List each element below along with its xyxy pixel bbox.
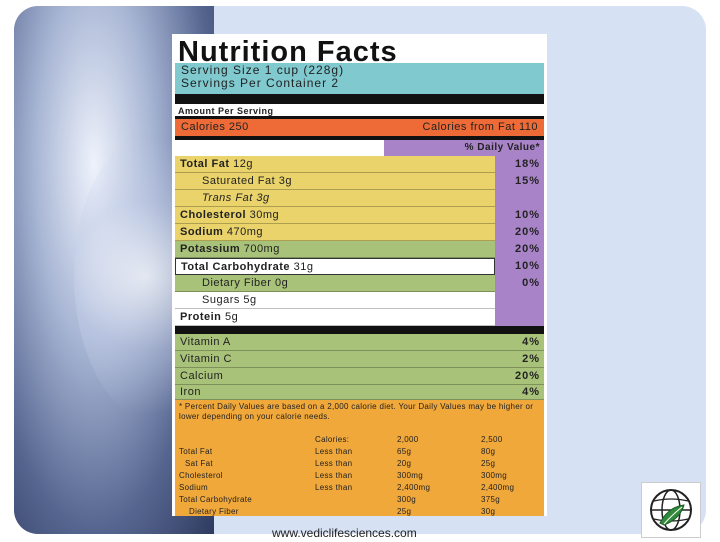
footer-header-cell: 2,000: [397, 435, 419, 444]
nutrient-amount: 3g: [256, 192, 270, 204]
nutrient-name: Cholesterol: [180, 209, 247, 221]
calories-from-fat: Calories from Fat 110: [422, 121, 538, 133]
vitamin-name: Vitamin A: [180, 336, 231, 348]
footer-cell: 20g: [397, 459, 412, 468]
footer-cell: Less than: [315, 483, 353, 492]
nutrient-pct: 10%: [514, 260, 540, 272]
footer-cell: 300mg: [397, 471, 423, 480]
serving-info: Serving Size 1 cup (228g) Servings Per C…: [175, 63, 544, 94]
amount-per-serving: Amount Per Serving: [178, 106, 274, 116]
footer-cell: 65g: [397, 447, 412, 456]
footer-cell: Sodium: [179, 483, 208, 492]
footer-cell: 300g: [397, 495, 416, 504]
footer-cell: Less than: [315, 471, 353, 480]
nutrient-row: Protein 5g: [175, 309, 495, 326]
vitamin-row: Iron 4%: [175, 385, 544, 400]
vitamin-name: Iron: [180, 386, 201, 398]
vitamin-name: Calcium: [180, 370, 224, 382]
nutrient-name: Potassium: [180, 243, 241, 255]
vitamin-pct: 2%: [522, 353, 540, 365]
nutrient-pct: 0%: [522, 277, 540, 289]
nutrient-name: Trans Fat: [202, 192, 253, 204]
footer-cell: 25g: [397, 507, 412, 516]
nutrient-row: Total Carbohydrate 31g: [175, 258, 495, 275]
nutrient-name: Total Fat: [180, 158, 230, 170]
footer-cell: Less than: [315, 447, 353, 456]
nutrient-name: Dietary Fiber: [202, 277, 272, 289]
nutrient-pct: 20%: [514, 226, 540, 238]
divider-medium: [175, 116, 544, 119]
nutrient-amount: 5g: [224, 311, 239, 323]
footer-cell: Dietary Fiber: [189, 507, 239, 516]
footer-cell: Total Carbohydrate: [179, 495, 252, 504]
nutrient-amount: 3g: [278, 175, 292, 187]
nutrition-facts-label: Nutrition Facts Serving Size 1 cup (228g…: [172, 34, 547, 516]
nutrient-name: Protein: [180, 311, 222, 323]
footer-section: * Percent Daily Values are based on a 2,…: [175, 400, 544, 516]
divider-vitamins: [175, 326, 544, 334]
daily-value-header: % Daily Value*: [384, 140, 544, 156]
serving-size: Serving Size 1 cup (228g): [181, 63, 345, 77]
footer-cell: 30g: [481, 507, 496, 516]
vitamin-row: Calcium 20%: [175, 368, 544, 385]
nutrient-pct: 18%: [514, 158, 540, 170]
servings-per-container: Servings Per Container 2: [181, 76, 340, 90]
divider-thick: [175, 94, 544, 104]
nutrient-row: Sodium 470mg: [175, 224, 495, 241]
nutrient-pct: 20%: [514, 243, 540, 255]
nutrient-amount: 470mg: [226, 226, 264, 238]
vitamin-row: Vitamin A 4%: [175, 334, 544, 351]
footer-cell: 80g: [481, 447, 496, 456]
nutrient-row: Cholesterol 30mg: [175, 207, 495, 224]
vitamin-row: Vitamin C 2%: [175, 351, 544, 368]
nutrient-pct: 15%: [514, 175, 540, 187]
nutrient-row: Dietary Fiber 0g: [175, 275, 495, 292]
calories-row: Calories 250 Calories from Fat 110: [175, 119, 544, 136]
nutrient-row: Saturated Fat 3g: [175, 173, 495, 190]
nutrient-name: Sugars: [202, 294, 240, 306]
footer-header-cell: 2,500: [481, 435, 503, 444]
footnote: * Percent Daily Values are based on a 2,…: [179, 402, 534, 421]
globe-leaf-logo-icon: [641, 482, 701, 538]
footer-cell: 25g: [481, 459, 496, 468]
footer-cell: Sat Fat: [185, 459, 213, 468]
nutrient-amount: 30mg: [249, 209, 280, 221]
nutrient-amount: 31g: [293, 261, 314, 273]
website-url: www.vediclifesciences.com: [272, 526, 417, 540]
footer-cell: 300mg: [481, 471, 507, 480]
calories: Calories 250: [181, 121, 249, 133]
vitamin-pct: 4%: [522, 336, 540, 348]
divider-thin: [175, 136, 544, 140]
nutrient-name: Total Carbohydrate: [181, 261, 291, 273]
nutrient-row: Trans Fat 3g: [175, 190, 495, 207]
vitamin-name: Vitamin C: [180, 353, 232, 365]
footer-cell: Less than: [315, 459, 353, 468]
label-title: Nutrition Facts: [178, 36, 398, 68]
nutrient-amount: 0g: [275, 277, 289, 289]
nutrient-amount: 5g: [243, 294, 257, 306]
vitamin-pct: 4%: [522, 386, 540, 398]
daily-value-column: [495, 156, 544, 326]
nutrient-row: Total Fat 12g: [175, 156, 495, 173]
nutrient-pct: 10%: [514, 209, 540, 221]
nutrient-name: Saturated Fat: [202, 175, 276, 187]
vitamin-pct: 20%: [514, 370, 540, 382]
footer-header-cell: Calories:: [315, 435, 350, 444]
nutrient-amount: 12g: [233, 158, 253, 170]
nutrient-row: Sugars 5g: [175, 292, 495, 309]
nutrient-row: Potassium 700mg: [175, 241, 495, 258]
footer-cell: 2,400mg: [397, 483, 431, 492]
footer-cell: Total Fat: [179, 447, 213, 456]
footer-cell: Cholesterol: [179, 471, 223, 480]
nutrient-name: Sodium: [180, 226, 224, 238]
footer-cell: 375g: [481, 495, 500, 504]
footer-cell: 2,400mg: [481, 483, 515, 492]
nutrient-amount: 700mg: [243, 243, 280, 255]
